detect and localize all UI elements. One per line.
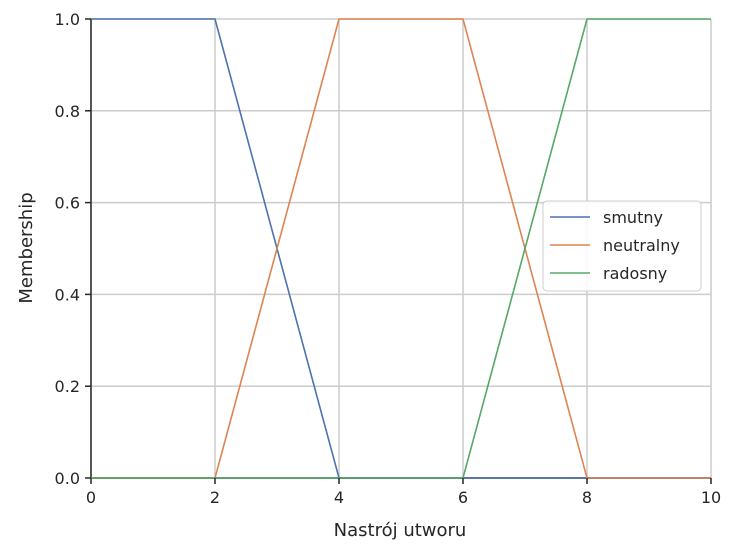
y-axis-label: Membership — [16, 192, 37, 303]
y-tick-label-0: 0.0 — [55, 469, 80, 488]
y-tick-label-4: 0.8 — [55, 102, 80, 121]
series-lines — [91, 18, 711, 479]
tick-labels: 0 2 4 6 8 10 0.0 0.2 0.4 0.6 0.8 1.0 — [55, 10, 722, 507]
y-tick-label-2: 0.4 — [55, 285, 80, 304]
legend-label-radosny: radosny — [603, 264, 667, 283]
x-tick-label-1: 2 — [210, 488, 220, 507]
legend-box — [542, 200, 702, 292]
x-tick-label-3: 6 — [458, 488, 468, 507]
x-tick-label-0: 0 — [86, 488, 96, 507]
legend: smutny neutralny radosny — [542, 200, 702, 292]
x-tick-label-5: 10 — [701, 488, 721, 507]
legend-label-smutny: smutny — [603, 208, 663, 227]
series-line-radosny — [91, 18, 711, 479]
x-tick-label-4: 8 — [582, 488, 592, 507]
x-tick-label-2: 4 — [334, 488, 344, 507]
y-tick-label-5: 1.0 — [55, 10, 80, 29]
legend-label-neutralny: neutralny — [603, 236, 680, 255]
y-tick-label-1: 0.2 — [55, 377, 80, 396]
y-tick-label-3: 0.6 — [55, 194, 80, 213]
x-axis-label: Nastrój utworu — [334, 520, 467, 541]
